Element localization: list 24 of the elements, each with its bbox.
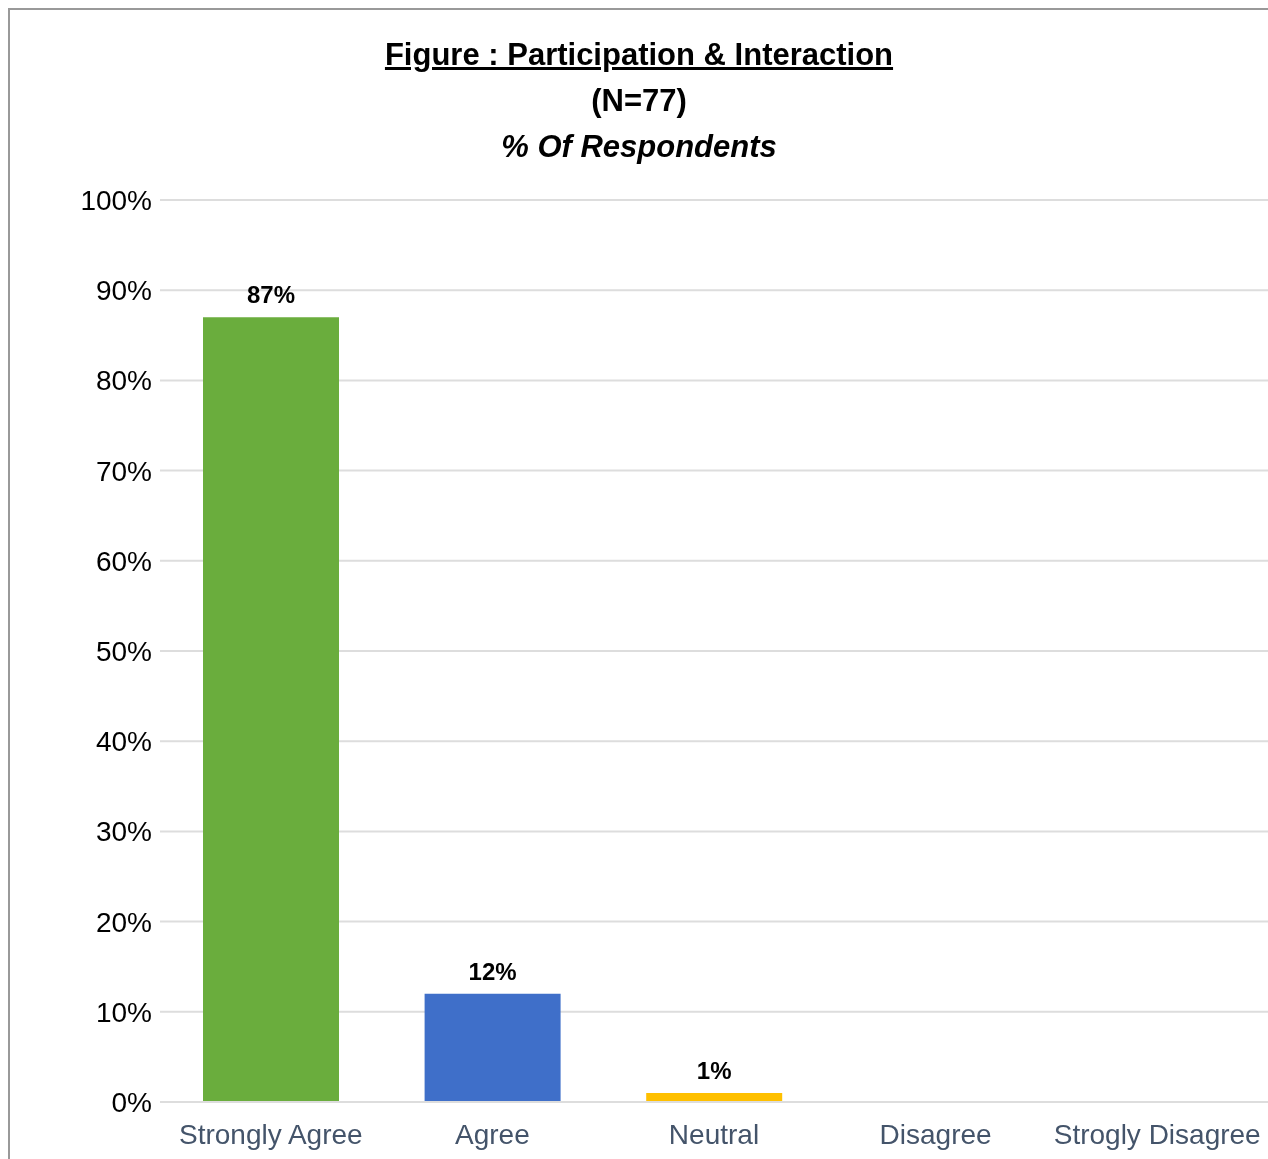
data-label: 12% (468, 957, 517, 985)
chart-title: Figure : Participation & Interaction (383, 36, 895, 74)
x-tick-label: Disagree (879, 1118, 992, 1150)
bar (424, 993, 561, 1102)
y-tick-label: 50% (95, 635, 152, 667)
chart-subtitle: (N=77) (590, 82, 688, 120)
y-tick-label: 0% (111, 1086, 152, 1118)
y-tick-label: 10% (95, 996, 152, 1028)
y-axis-title: % Of Respondents (500, 128, 778, 166)
y-tick-label: 70% (95, 455, 152, 487)
x-tick-label: Strogly Disagree (1053, 1118, 1261, 1150)
data-label: 87% (246, 281, 296, 309)
x-tick-label: Strongly Agree (178, 1118, 363, 1150)
bar (203, 317, 339, 1102)
y-tick-label: 90% (95, 275, 152, 307)
y-tick-label: 20% (95, 906, 152, 938)
y-tick-label: 100% (80, 184, 152, 216)
x-tick-label: Agree (455, 1118, 530, 1150)
y-tick-label: 60% (95, 545, 152, 577)
data-label: 1% (696, 1056, 732, 1084)
y-tick-label: 30% (95, 816, 152, 848)
x-tick-label: Neutral (668, 1118, 760, 1150)
y-tick-label: 40% (95, 726, 152, 758)
y-tick-label: 80% (95, 365, 152, 397)
